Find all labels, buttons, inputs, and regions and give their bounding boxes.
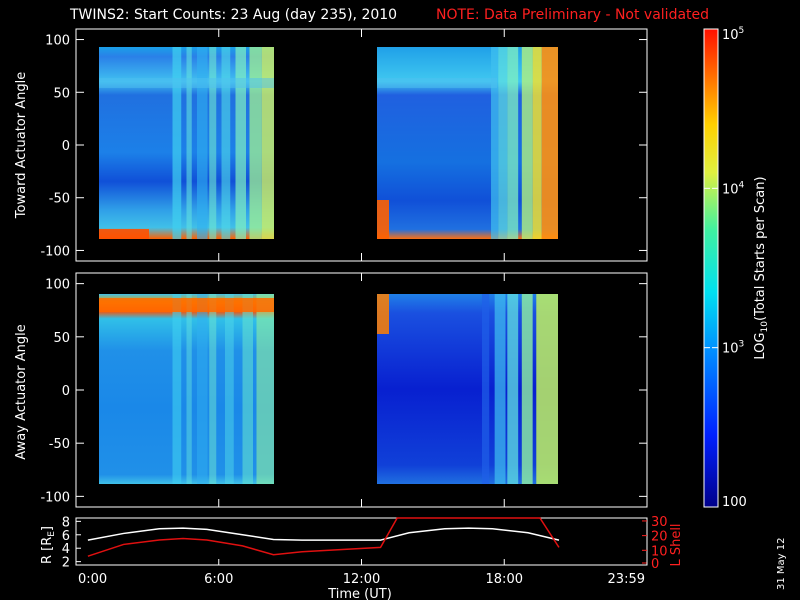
away-panel: 100 50 0 -50 -100 Away Actuator Angle <box>14 272 648 508</box>
xtick-label: 18:00 <box>486 572 523 587</box>
toward-y-label: Toward Actuator Angle <box>14 72 29 219</box>
toward-ytick-label: 0 <box>62 139 70 154</box>
heatmap-stripe <box>172 294 182 484</box>
heatmap-stripe <box>197 47 208 239</box>
heatmap-stripe <box>521 294 533 484</box>
heatmap-stripe <box>507 294 519 484</box>
toward-ytick-label: -100 <box>40 244 70 259</box>
heatmap-stripe <box>481 294 490 484</box>
preliminary-note: NOTE: Data Preliminary - Not validated <box>436 7 709 23</box>
xtick-label: 6:00 <box>204 572 233 587</box>
l-ytick-label: 30 <box>651 515 668 530</box>
away-ytick-label: -100 <box>40 490 70 505</box>
heatmap-stripe <box>209 294 217 484</box>
toward-ytick-label: 100 <box>45 34 70 49</box>
colorbar-tick-label: 103 <box>722 340 744 357</box>
away-y-label: Away Actuator Angle <box>14 324 29 459</box>
heatmap-stripe <box>494 294 506 484</box>
heatmap-stripe <box>541 47 558 239</box>
heatmap-stripe <box>507 47 519 239</box>
colorbar-label: LOG10(Total Starts per Scan) <box>753 176 770 359</box>
orbit-lines <box>87 517 560 557</box>
l-ytick-label: 20 <box>651 530 668 545</box>
toward-ytick-label: -50 <box>49 192 70 207</box>
orbit-axes-frame <box>75 517 648 566</box>
r-axis-label: R [RE] <box>40 526 57 564</box>
l-shell-axis-label: L Shell <box>669 523 684 566</box>
r-ytick-label: 4 <box>62 542 70 557</box>
heatmap-stripe <box>256 294 274 484</box>
away-ytick-label: 50 <box>53 331 70 346</box>
xtick-label: 0:00 <box>78 572 107 587</box>
l-ytick-label: 0 <box>651 557 659 572</box>
toward-heatmap-block-2 <box>377 47 558 239</box>
date-stamp: 31 May 12 <box>776 538 787 590</box>
away-edge-band <box>377 294 389 334</box>
heatmap-stripe <box>521 47 533 239</box>
toward-band <box>377 78 497 88</box>
heatmap-stripe <box>209 47 217 239</box>
heatmap-stripe <box>491 47 499 239</box>
toward-heatmap-block-1 <box>99 47 274 239</box>
r-distance-line <box>87 527 560 541</box>
colorbar-tick-label: 104 <box>722 180 745 197</box>
away-heatmap-block-1 <box>99 294 274 484</box>
colorbar: 105 104 103 100 LOG10(Total Starts per Scan… <box>703 26 770 510</box>
away-hot-band <box>99 298 274 312</box>
heatmap-stripe <box>186 294 192 484</box>
away-ytick-label: -50 <box>49 437 70 452</box>
r-ytick-label: 6 <box>62 529 70 544</box>
toward-band <box>99 78 274 88</box>
toward-panel: 100 50 0 -50 -100 Toward Actuator Angle <box>14 28 648 262</box>
xtick-label: 12:00 <box>343 572 380 587</box>
heatmap-stripe <box>235 47 246 239</box>
toward-ytick-label: 50 <box>53 86 70 101</box>
away-heatmap-block-2 <box>377 294 558 484</box>
heatmap-stripe <box>225 294 234 484</box>
heatmap-stripe <box>249 47 262 239</box>
heatmap-stripe <box>498 47 508 239</box>
heatmap-stripe <box>536 294 558 484</box>
l-shell-line <box>87 517 560 557</box>
colorbar-tick-label: 105 <box>722 26 744 43</box>
heatmap-stripe <box>221 47 231 239</box>
away-ytick-label: 0 <box>62 384 70 399</box>
heatmap-stripe <box>186 47 192 239</box>
r-ytick-label: 8 <box>62 515 70 530</box>
x-axis-label: Time (UT) <box>327 587 392 600</box>
heatmap-stripe <box>261 47 274 239</box>
heatmap-stripe <box>532 47 542 239</box>
colorbar-tick-label: 100 <box>722 495 747 510</box>
toward-edge-band <box>99 229 149 239</box>
plot-title: TWINS2: Start Counts: 23 Aug (day 235), … <box>69 7 397 23</box>
colorbar-gradient <box>703 28 719 508</box>
heatmap-stripe <box>242 294 253 484</box>
away-y-ticks: 100 50 0 -50 -100 <box>40 273 648 507</box>
heatmap-stripe <box>172 47 182 239</box>
toward-y-ticks: 100 50 0 -50 -100 <box>40 29 648 261</box>
xtick-label: 23:59 <box>608 572 645 587</box>
away-ytick-label: 100 <box>45 278 70 293</box>
heatmap-stripe <box>197 294 208 484</box>
l-ytick-label: 10 <box>651 544 668 559</box>
r-ytick-label: 2 <box>62 556 70 571</box>
toward-edge-band <box>377 200 389 239</box>
